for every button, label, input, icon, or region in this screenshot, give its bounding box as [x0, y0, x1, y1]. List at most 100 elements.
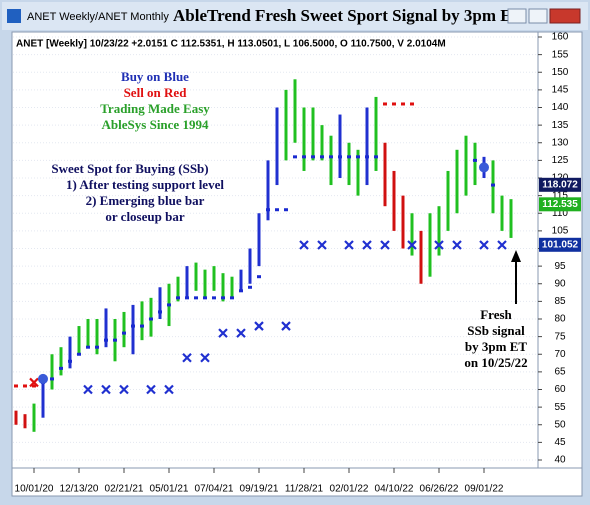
- stop-dot: [293, 155, 297, 159]
- price-bar: [266, 160, 270, 221]
- stop-dot: [113, 338, 117, 342]
- price-bar: [248, 248, 252, 284]
- ssb-cross: [344, 240, 354, 250]
- stop-dot: [365, 155, 369, 159]
- y-tick-label: 55: [554, 402, 566, 413]
- close-button[interactable]: [549, 8, 581, 24]
- ssb-cross: [434, 240, 444, 250]
- price-bar: [257, 213, 261, 267]
- stop-dot: [68, 359, 72, 363]
- x-tick-label: 06/26/22: [420, 484, 459, 495]
- stop-dot: [392, 102, 396, 106]
- stop-dot: [59, 366, 63, 370]
- minimize-button[interactable]: [507, 8, 527, 24]
- ssb-cross: [299, 240, 309, 250]
- price-bar: [32, 403, 36, 432]
- price-bar: [176, 276, 180, 302]
- price-tag: [539, 197, 581, 212]
- price-bar: [509, 199, 513, 238]
- ssb-cross: [83, 384, 93, 395]
- stop-dot: [320, 155, 324, 159]
- ssb-cross: [218, 328, 228, 338]
- y-tick-label: 90: [554, 278, 566, 289]
- window-title: AbleTrend Fresh Sweet Sport Signal by 3p…: [173, 6, 524, 25]
- annotation: Buy on Blue: [121, 69, 189, 84]
- price-bar: [23, 414, 27, 429]
- price-bar: [401, 195, 405, 249]
- stop-dot: [257, 275, 261, 279]
- y-tick-label: 60: [554, 384, 566, 395]
- ssb-cross: [281, 321, 291, 331]
- stop-dot: [230, 296, 234, 300]
- annotation: Trading Made Easy: [100, 101, 210, 116]
- annotation: 2) Emerging blue bar: [86, 193, 205, 208]
- stop-dot: [347, 155, 351, 159]
- price-bar: [104, 308, 108, 348]
- price-bar: [320, 125, 324, 161]
- stop-dot: [401, 102, 405, 106]
- price-tag-label: 101.052: [542, 239, 579, 250]
- x-tick-label: 09/19/21: [240, 484, 279, 495]
- y-tick-label: 115: [552, 190, 568, 201]
- price-tag: [539, 177, 581, 192]
- stop-dot: [311, 155, 315, 159]
- annotation: Sweet Spot for Buying (SSb): [51, 161, 208, 176]
- maximize-button[interactable]: [528, 8, 548, 24]
- y-tick-label: 150: [552, 67, 569, 78]
- stop-dot: [338, 155, 342, 159]
- price-bar: [383, 142, 387, 207]
- x-tick-label: 04/10/22: [375, 484, 414, 495]
- ssb-cross: [497, 240, 507, 250]
- title-bar: [2, 2, 588, 30]
- chart-header: ANET [Weekly] 10/23/22 +2.0151 C 112.535…: [16, 39, 446, 50]
- app-icon: [7, 9, 21, 23]
- price-bar: [212, 266, 216, 291]
- price-bar: [59, 347, 63, 376]
- stop-dot: [122, 331, 126, 335]
- ssb-cross: [164, 384, 174, 395]
- price-bar: [473, 142, 477, 186]
- ssb-cross: [29, 377, 39, 388]
- stop-dot: [149, 317, 153, 321]
- price-bar: [122, 311, 126, 348]
- stop-dot: [167, 303, 171, 307]
- price-bar: [437, 206, 441, 256]
- price-bar: [293, 79, 297, 143]
- ssb-cross: [101, 384, 111, 395]
- tab-label[interactable]: ANET Weekly/ANET Monthly: [27, 11, 169, 23]
- price-bar: [275, 107, 279, 186]
- stop-dot: [176, 296, 180, 300]
- ssb-cross: [236, 328, 246, 338]
- y-tick-label: 140: [552, 102, 569, 113]
- signal-dot: [38, 373, 48, 384]
- stop-dot: [266, 208, 270, 212]
- price-bar: [86, 319, 90, 348]
- ssb-cross: [362, 240, 372, 250]
- ssb-cross: [452, 240, 462, 250]
- stop-dot: [158, 310, 162, 314]
- price-bar: [158, 287, 162, 319]
- y-tick-label: 85: [554, 296, 566, 307]
- annotation: by 3pm ET: [465, 339, 527, 354]
- price-bar: [131, 304, 135, 355]
- price-bar: [140, 301, 144, 341]
- price-tag-label: 118.072: [542, 179, 578, 190]
- stop-dot: [77, 352, 81, 356]
- ssb-cross: [182, 352, 192, 363]
- price-bar: [221, 273, 225, 302]
- stop-dot: [383, 102, 387, 106]
- x-tick-label: 11/28/21: [285, 484, 324, 495]
- price-bar: [500, 195, 504, 231]
- y-tick-label: 80: [554, 314, 566, 325]
- price-bar: [419, 230, 423, 284]
- price-bar: [284, 89, 288, 161]
- stop-dot: [329, 155, 333, 159]
- stop-dot: [140, 324, 144, 328]
- price-bar: [149, 297, 153, 337]
- ssb-cross: [146, 384, 156, 395]
- ssb-cross: [200, 352, 210, 363]
- x-axis-panel: [11, 467, 583, 497]
- y-tick-label: 50: [554, 419, 566, 430]
- ssb-cross: [407, 240, 417, 250]
- stop-dot: [131, 324, 135, 328]
